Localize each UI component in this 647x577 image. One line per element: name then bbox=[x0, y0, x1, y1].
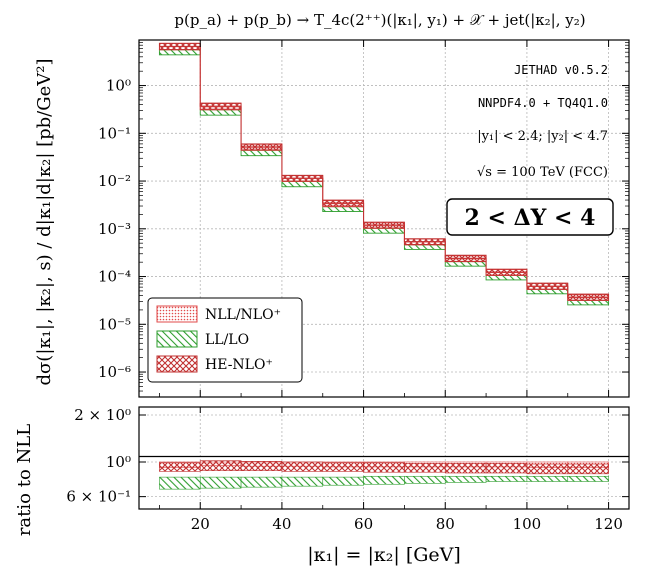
ratio-y-tick-label-2: 2 × 10⁰ bbox=[74, 406, 131, 424]
annotation-energy: √s = 100 TeV (FCC) bbox=[477, 165, 608, 180]
ratio-band-1-bin-9 bbox=[526, 475, 569, 482]
x-tick-label-120: 120 bbox=[594, 515, 623, 533]
main-band-1-bin-10 bbox=[567, 300, 610, 306]
rapidity-box-frame bbox=[446, 198, 614, 236]
main-band-1-bin-2 bbox=[240, 149, 283, 157]
ratio-panel-ticks: 6 × 10⁻¹ 10⁰ 2 × 10⁰ bbox=[66, 406, 629, 509]
ratio-band-2-bin-0 bbox=[159, 462, 201, 472]
x-tick-label-60: 60 bbox=[354, 515, 373, 533]
main-y-tick-label-5: 10⁻¹ bbox=[98, 124, 131, 142]
x-axis-label: |κ₁| = |κ₂| [GeV] bbox=[307, 544, 461, 566]
ratio-band-2-bin-9 bbox=[526, 463, 569, 475]
x-tick-label-40: 40 bbox=[272, 515, 291, 533]
legend: NLL/NLO⁺ LL/LO HE-NLO⁺ bbox=[147, 297, 303, 383]
main-panel-bands bbox=[158, 42, 610, 306]
x-tick-label-20: 20 bbox=[191, 515, 210, 533]
legend-swatch-he bbox=[156, 355, 198, 373]
legend-label-nll: NLL/NLO⁺ bbox=[205, 307, 281, 323]
annotation-cuts: |y₁| < 2.4; |y₂| < 4.7 bbox=[477, 129, 608, 144]
ratio-band-2-bin-3 bbox=[281, 461, 324, 472]
main-y-tick-label-3: 10⁻³ bbox=[98, 220, 131, 238]
main-band-1-bin-5 bbox=[363, 227, 405, 234]
main-band-1-bin-7 bbox=[444, 261, 487, 267]
main-band-1-bin-6 bbox=[403, 244, 446, 250]
ratio-band-1-bin-2 bbox=[240, 476, 283, 488]
ratio-y-tick-label-0: 6 × 10⁻¹ bbox=[66, 488, 131, 506]
legend-label-he: HE-NLO⁺ bbox=[205, 357, 273, 373]
annotation-pdf: NNPDF4.0 + TQ4Q1.0 bbox=[478, 96, 608, 110]
ratio-band-2-bin-7 bbox=[444, 463, 487, 474]
ratio-band-2-bin-10 bbox=[567, 463, 609, 475]
ratio-band-1-bin-3 bbox=[281, 476, 324, 487]
ratio-band-1-bin-10 bbox=[567, 475, 609, 482]
annotation-rapidity-range: 2 < ΔY < 4 bbox=[465, 205, 596, 231]
main-band-1-bin-1 bbox=[199, 109, 242, 116]
ratio-panel-frame bbox=[138, 406, 630, 510]
ratio-band-1-bin-5 bbox=[363, 475, 405, 485]
main-y-tick-label-1: 10⁻⁵ bbox=[98, 315, 131, 333]
ratio-panel-bands bbox=[159, 460, 609, 490]
main-band-1-bin-0 bbox=[158, 49, 201, 56]
ratio-band-1-bin-4 bbox=[322, 476, 364, 486]
main-y-tick-label-4: 10⁻² bbox=[98, 172, 131, 190]
ratio-y-tick-label-1: 10⁰ bbox=[106, 453, 131, 471]
ratio-band-1-bin-0 bbox=[159, 476, 201, 490]
ratio-band-2-bin-8 bbox=[485, 463, 528, 474]
ratio-band-2-bin-2 bbox=[240, 461, 283, 471]
ratio-band-1-bin-7 bbox=[444, 475, 487, 483]
ratio-band-2-bin-4 bbox=[322, 462, 364, 472]
legend-swatch-nll bbox=[156, 305, 198, 323]
x-axis-tick-labels: 20 40 60 80 100 120 bbox=[191, 515, 623, 533]
main-y-tick-label-0: 10⁻⁶ bbox=[98, 363, 131, 381]
ratio-band-2-bin-6 bbox=[404, 463, 446, 473]
main-y-tick-label-2: 10⁻⁴ bbox=[98, 268, 131, 286]
x-tick-label-100: 100 bbox=[513, 515, 542, 533]
main-panel-frame bbox=[138, 39, 630, 398]
chart-title: p(p_a) + p(p_b) → T_4c(2⁺⁺)(|κ₁|, y₁) + … bbox=[174, 11, 585, 29]
x-tick-label-80: 80 bbox=[436, 515, 455, 533]
main-panel-ticks: 10⁻⁶ 10⁻⁵ 10⁻⁴ 10⁻³ 10⁻² 10⁻¹ 10⁰ bbox=[98, 39, 629, 398]
ratio-band-1-bin-1 bbox=[199, 476, 242, 489]
main-y-tick-label-6: 10⁰ bbox=[106, 77, 131, 95]
main-band-1-bin-4 bbox=[322, 206, 365, 212]
y-axis-label-ratio: ratio to NLL bbox=[14, 424, 35, 536]
y-axis-label-main: dσ(|κ₁|, |κ₂|, s) / d|κ₁|d|κ₂| [pb/GeV²] bbox=[34, 58, 55, 385]
ratio-band-1-bin-6 bbox=[404, 475, 446, 484]
ratio-band-2-bin-5 bbox=[363, 462, 405, 473]
main-band-1-bin-8 bbox=[485, 275, 528, 281]
ratio-band-2-bin-1 bbox=[199, 460, 242, 471]
legend-swatch-ll bbox=[156, 330, 198, 348]
main-step-line-2 bbox=[159, 45, 609, 298]
main-band-1-bin-3 bbox=[281, 181, 324, 188]
legend-label-ll: LL/LO bbox=[205, 332, 249, 348]
main-band-1-bin-9 bbox=[526, 289, 569, 295]
annotation-code: JETHAD v0.5.2 bbox=[514, 63, 608, 77]
ratio-panel-grid bbox=[139, 407, 629, 509]
ratio-band-1-bin-8 bbox=[485, 475, 528, 482]
